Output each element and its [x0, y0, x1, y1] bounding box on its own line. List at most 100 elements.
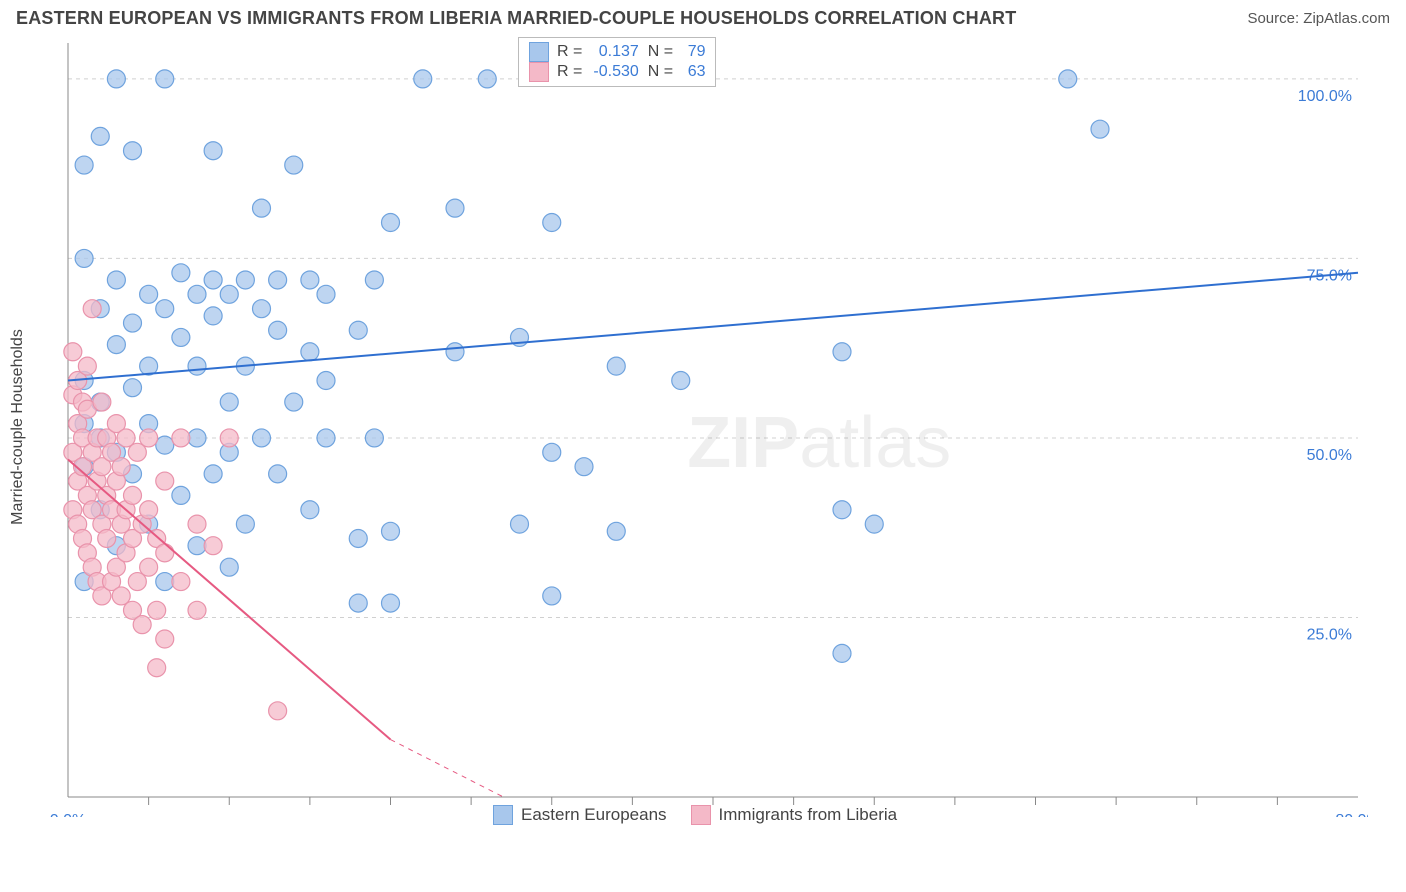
data-point — [543, 587, 561, 605]
data-point — [236, 271, 254, 289]
data-point — [543, 214, 561, 232]
data-point — [382, 214, 400, 232]
data-point — [156, 300, 174, 318]
data-point — [301, 271, 319, 289]
series-legend: Eastern Europeans Immigrants from Liberia — [493, 805, 897, 825]
data-point — [93, 393, 111, 411]
data-point — [148, 659, 166, 677]
data-point — [833, 501, 851, 519]
data-point — [349, 321, 367, 339]
data-point — [188, 285, 206, 303]
data-point — [1059, 70, 1077, 88]
data-point — [156, 70, 174, 88]
data-point — [220, 429, 238, 447]
data-point — [124, 486, 142, 504]
data-point — [317, 285, 335, 303]
data-point — [269, 271, 287, 289]
data-point — [172, 573, 190, 591]
data-point — [365, 271, 383, 289]
data-point — [285, 156, 303, 174]
data-point — [140, 558, 158, 576]
data-point — [220, 393, 238, 411]
data-point — [220, 285, 238, 303]
data-point — [112, 458, 130, 476]
data-point — [543, 443, 561, 461]
data-point — [575, 458, 593, 476]
data-point — [833, 343, 851, 361]
legend-swatch — [529, 42, 549, 62]
data-point — [156, 630, 174, 648]
svg-text:100.0%: 100.0% — [1298, 88, 1352, 105]
data-point — [672, 372, 690, 390]
data-point — [98, 529, 116, 547]
data-point — [124, 379, 142, 397]
data-point — [317, 429, 335, 447]
data-point — [204, 465, 222, 483]
stats-legend: R = 0.137 N = 79R = -0.530 N = 63 — [518, 37, 716, 87]
data-point — [301, 501, 319, 519]
data-point — [607, 522, 625, 540]
data-point — [188, 601, 206, 619]
data-point — [133, 616, 151, 634]
data-point — [140, 285, 158, 303]
data-point — [301, 343, 319, 361]
trend-line-ext — [391, 740, 504, 797]
legend-stats-text: R = 0.137 N = 79 — [557, 43, 705, 61]
legend-swatch — [493, 805, 513, 825]
data-point — [107, 70, 125, 88]
stats-legend-row: R = -0.530 N = 63 — [529, 62, 705, 82]
data-point — [172, 429, 190, 447]
data-point — [204, 537, 222, 555]
data-point — [188, 429, 206, 447]
data-point — [285, 393, 303, 411]
data-point — [204, 271, 222, 289]
data-point — [365, 429, 383, 447]
data-point — [75, 249, 93, 267]
legend-item: Eastern Europeans — [493, 805, 667, 825]
data-point — [269, 702, 287, 720]
data-point — [124, 314, 142, 332]
data-point — [172, 328, 190, 346]
data-point — [349, 529, 367, 547]
data-point — [382, 522, 400, 540]
data-point — [172, 264, 190, 282]
data-point — [253, 300, 271, 318]
data-point — [188, 537, 206, 555]
trend-line — [68, 273, 1358, 381]
data-point — [188, 515, 206, 533]
y-axis-label: Married-couple Households — [9, 329, 27, 525]
data-point — [382, 594, 400, 612]
svg-text:50.0%: 50.0% — [1307, 447, 1352, 464]
data-point — [269, 321, 287, 339]
data-point — [64, 343, 82, 361]
svg-text:25.0%: 25.0% — [1307, 626, 1352, 643]
legend-item: Immigrants from Liberia — [691, 805, 898, 825]
svg-text:80.0%: 80.0% — [1335, 812, 1368, 817]
data-point — [156, 472, 174, 490]
data-point — [446, 199, 464, 217]
data-point — [269, 465, 287, 483]
data-point — [865, 515, 883, 533]
scatter-chart: 25.0%50.0%75.0%100.0%0.0%80.0% — [48, 37, 1368, 817]
data-point — [833, 644, 851, 662]
data-point — [107, 271, 125, 289]
chart-area: Married-couple Households 25.0%50.0%75.0… — [48, 37, 1388, 817]
data-point — [349, 594, 367, 612]
data-point — [478, 70, 496, 88]
stats-legend-row: R = 0.137 N = 79 — [529, 42, 705, 62]
source-label: Source: ZipAtlas.com — [1247, 10, 1390, 27]
legend-swatch — [691, 805, 711, 825]
data-point — [83, 300, 101, 318]
data-point — [124, 142, 142, 160]
legend-label: Eastern Europeans — [521, 805, 667, 825]
data-point — [107, 336, 125, 354]
data-point — [511, 515, 529, 533]
legend-swatch — [529, 62, 549, 82]
legend-label: Immigrants from Liberia — [719, 805, 898, 825]
data-point — [156, 573, 174, 591]
data-point — [317, 372, 335, 390]
data-point — [204, 142, 222, 160]
data-point — [148, 601, 166, 619]
data-point — [140, 429, 158, 447]
data-point — [172, 486, 190, 504]
